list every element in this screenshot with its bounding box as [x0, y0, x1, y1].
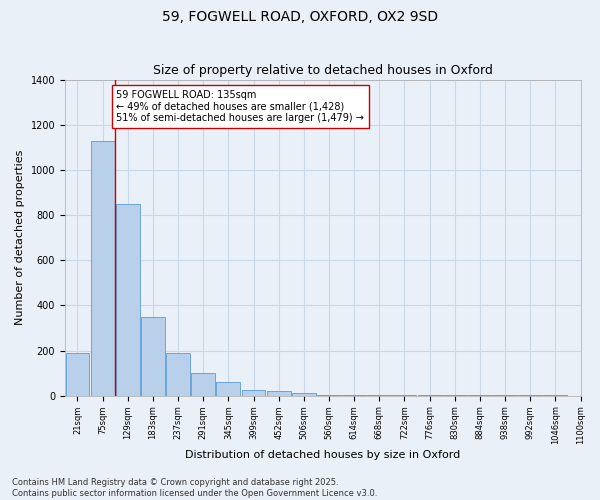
Title: Size of property relative to detached houses in Oxford: Size of property relative to detached ho… — [153, 64, 493, 77]
Bar — [342, 395, 366, 396]
Y-axis label: Number of detached properties: Number of detached properties — [15, 150, 25, 326]
Bar — [317, 394, 341, 396]
Bar — [141, 316, 165, 396]
Text: Contains HM Land Registry data © Crown copyright and database right 2025.
Contai: Contains HM Land Registry data © Crown c… — [12, 478, 377, 498]
Bar — [65, 353, 89, 396]
Bar — [191, 373, 215, 396]
Bar — [217, 382, 241, 396]
X-axis label: Distribution of detached houses by size in Oxford: Distribution of detached houses by size … — [185, 450, 460, 460]
Bar — [242, 390, 265, 396]
Bar — [392, 395, 416, 396]
Bar — [166, 353, 190, 396]
Bar — [292, 394, 316, 396]
Text: 59, FOGWELL ROAD, OXFORD, OX2 9SD: 59, FOGWELL ROAD, OXFORD, OX2 9SD — [162, 10, 438, 24]
Bar — [267, 391, 290, 396]
Text: 59 FOGWELL ROAD: 135sqm
← 49% of detached houses are smaller (1,428)
51% of semi: 59 FOGWELL ROAD: 135sqm ← 49% of detache… — [116, 90, 364, 123]
Bar — [91, 140, 115, 396]
Bar — [116, 204, 140, 396]
Bar — [367, 395, 391, 396]
